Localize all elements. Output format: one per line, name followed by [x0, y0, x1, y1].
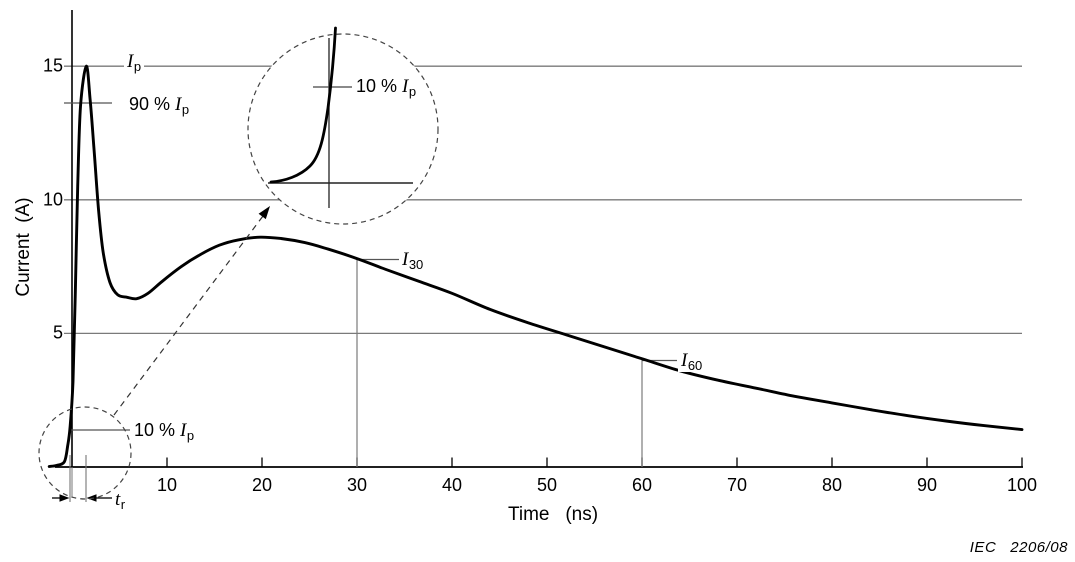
x-tick-label-90: 90 [916, 475, 938, 495]
x-tick-label-30: 30 [346, 475, 368, 495]
x-tick-label-40: 40 [441, 475, 463, 495]
waveform-group [47, 64, 1024, 468]
x-tick-label-60: 60 [631, 475, 653, 495]
figure-code: IEC 2206/08 [969, 539, 1068, 556]
x-tick-label-70: 70 [726, 475, 748, 495]
ninety-percent-label: 90 % Ip [126, 94, 192, 117]
inset-zoom-circle [247, 33, 439, 225]
y-tick-label-10: 10 [42, 189, 63, 210]
y-axis-title: Current (A) [13, 197, 34, 297]
x-tick-label-10: 10 [156, 475, 178, 495]
origin-zoom-circle [38, 406, 132, 500]
zoom-arrow [113, 215, 264, 416]
i60-label: I60 [678, 350, 705, 373]
x-tick-label-20: 20 [251, 475, 273, 495]
zoom-arrow-head-icon [258, 206, 270, 220]
inset-ten-percent-label: 10 % Ip [356, 76, 417, 99]
x-tick-label-100: 100 [1006, 475, 1038, 495]
origin-ten-percent-label: 10 % Ip [134, 420, 195, 443]
x-tick-label-80: 80 [821, 475, 843, 495]
y-tick-label-15: 15 [42, 55, 63, 76]
x-axis-title: Time (ns) [507, 504, 599, 525]
y-tick-label-5: 5 [52, 322, 63, 343]
peak-current-label: Ip [124, 51, 144, 74]
tr-left-arrow-head-icon [59, 494, 70, 502]
x-tick-label-50: 50 [536, 475, 558, 495]
i30-label: I30 [399, 249, 426, 272]
x-ticks-group [166, 457, 1023, 467]
gridlines-group [64, 65, 1022, 335]
inset-waveform-path [269, 26, 337, 184]
waveform-path [47, 64, 1024, 468]
rise-time-label: tr [115, 489, 126, 513]
